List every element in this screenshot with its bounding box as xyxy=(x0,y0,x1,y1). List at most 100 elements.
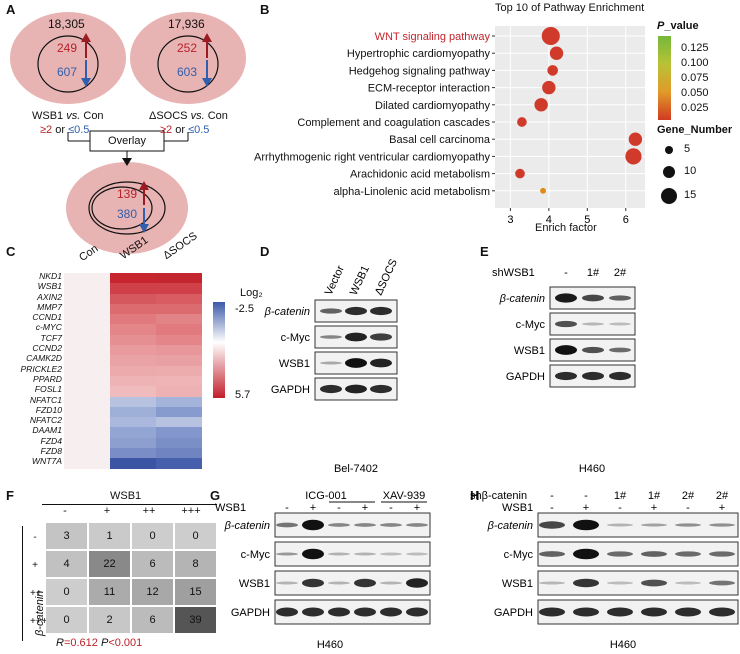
venn1-title-a: WSB1 xyxy=(32,110,64,122)
heatmap-cell xyxy=(110,283,156,294)
group-label: ICG-001 xyxy=(305,490,347,502)
blot-band xyxy=(609,371,631,381)
blot-band xyxy=(380,523,402,527)
venn-diagrams xyxy=(10,12,246,254)
gene-label: FZD10 xyxy=(35,404,62,415)
f-col-label: + xyxy=(103,505,111,517)
panel-h-label: H xyxy=(470,488,480,503)
blot-row-label: WSB1 xyxy=(279,358,310,370)
blot-band xyxy=(370,358,392,368)
blot-lane-label: + xyxy=(310,502,316,514)
f-row-label: + xyxy=(32,560,38,571)
gene-label: CCND2 xyxy=(32,343,62,354)
pathway-label: Hypertrophic cardiomyopathy xyxy=(347,48,491,60)
blot-band xyxy=(276,581,298,585)
western-blot-d: β-catenin c-Myc WSB1 GAPDH Vector WSB1 ΔSOCS Be… xyxy=(260,244,460,484)
blot-band xyxy=(328,581,350,585)
heatmap-cell xyxy=(110,324,156,335)
blot-band xyxy=(370,333,392,341)
f-cell: 12 xyxy=(132,579,173,605)
heatmap-cell xyxy=(64,273,110,284)
venn2-up-count: 252 xyxy=(177,41,198,55)
panel-a-label: A xyxy=(6,2,16,17)
pathway-point xyxy=(628,132,643,146)
heatmap-row xyxy=(64,427,202,438)
blot-band xyxy=(609,347,631,353)
log2-title: Log₂ xyxy=(240,287,263,299)
blot-band xyxy=(380,552,402,556)
heatmap-cell xyxy=(64,396,110,407)
gene-label: CCND1 xyxy=(32,312,62,323)
heatmap-cell xyxy=(156,386,202,397)
heatmap-cell xyxy=(64,314,110,325)
heatmap-cell xyxy=(110,355,156,366)
f-row-label: - xyxy=(33,532,37,543)
f-row-label: +++ xyxy=(30,616,48,627)
heatmap-cell xyxy=(156,448,202,459)
f-row-header: β-catenin xyxy=(34,590,46,636)
f-cell: 11 xyxy=(89,579,130,605)
blot-band xyxy=(555,345,577,355)
panel-f-label: F xyxy=(6,488,14,503)
blot-band xyxy=(406,607,428,617)
blot-band xyxy=(539,551,565,557)
gene-label: TCF7 xyxy=(40,332,62,343)
legend-p-italic: P xyxy=(657,20,665,32)
sh-lane-label: 2# xyxy=(716,490,729,502)
blot-strip xyxy=(274,570,431,596)
f-cell: 15 xyxy=(175,579,216,605)
legend-p-tick: 0.125 xyxy=(681,42,709,54)
x-tick-label: 4 xyxy=(546,214,552,226)
sh-lane-label: 2# xyxy=(682,490,695,502)
heatmap-cell xyxy=(110,427,156,438)
gene-label: WNT7A xyxy=(31,456,62,467)
venn2-outer xyxy=(130,12,246,104)
pathway-point xyxy=(549,46,564,60)
blot-lane-label: - xyxy=(285,502,289,514)
venn1-outer xyxy=(10,12,126,104)
log2-max: 5.7 xyxy=(235,389,251,401)
f-col-label: +++ xyxy=(181,505,201,517)
f-cell: 6 xyxy=(132,551,173,577)
pathway-label: ECM-receptor interaction xyxy=(368,83,490,95)
log2-min: -2.5 xyxy=(235,303,254,315)
blot-lane-label: - xyxy=(389,502,393,514)
legend-gene-tick: 5 xyxy=(684,143,691,155)
wsb1-row-label: WSB1 xyxy=(502,502,533,514)
blot-band xyxy=(539,521,565,529)
heatmap-cell xyxy=(156,437,202,449)
threshold-or: or xyxy=(175,124,185,136)
venn3-ring1 xyxy=(88,181,166,235)
blot-lane-label: - xyxy=(618,502,622,514)
blot-band xyxy=(380,581,402,585)
f-cell: 0 xyxy=(46,579,87,605)
sh-row-label: shβ-catenin xyxy=(470,490,527,502)
cell-line-label: H460 xyxy=(579,463,605,475)
f-header-line xyxy=(42,504,217,505)
heatmap-row xyxy=(64,283,202,294)
blot-band xyxy=(354,607,376,617)
up-arrow-icon xyxy=(202,33,212,58)
blot-row-label: c-Myc xyxy=(516,319,546,331)
heatmap-cell xyxy=(110,437,156,449)
blot-band xyxy=(354,552,376,556)
blot-band xyxy=(380,607,402,617)
blot-band xyxy=(354,523,376,527)
venn3-outer xyxy=(66,162,188,254)
venn1-threshold: ≥2 or ≤0.5 xyxy=(40,124,89,136)
legend-p-tick: 0.075 xyxy=(681,72,709,84)
blot-band xyxy=(354,578,376,588)
pathway-point xyxy=(534,98,548,112)
pathway-label: alpha-Linolenic acid metabolism xyxy=(333,186,490,198)
heatmap-row xyxy=(64,293,202,304)
heatmap-cell xyxy=(64,303,110,315)
cell-line-label: H460 xyxy=(610,639,636,651)
blot-band xyxy=(302,519,324,531)
heatmap-row xyxy=(64,345,202,356)
blot-lane-label: + xyxy=(651,502,657,514)
western-blot-g: β-catenin c-Myc WSB1 GAPDH ICG-001 XAV-939 WSB… xyxy=(205,488,445,654)
heatmap-cell xyxy=(64,437,110,449)
legend-p-tick: 0.100 xyxy=(681,57,709,69)
blot-row-label: GAPDH xyxy=(494,607,533,619)
pathway-label: WNT signaling pathway xyxy=(375,31,491,43)
